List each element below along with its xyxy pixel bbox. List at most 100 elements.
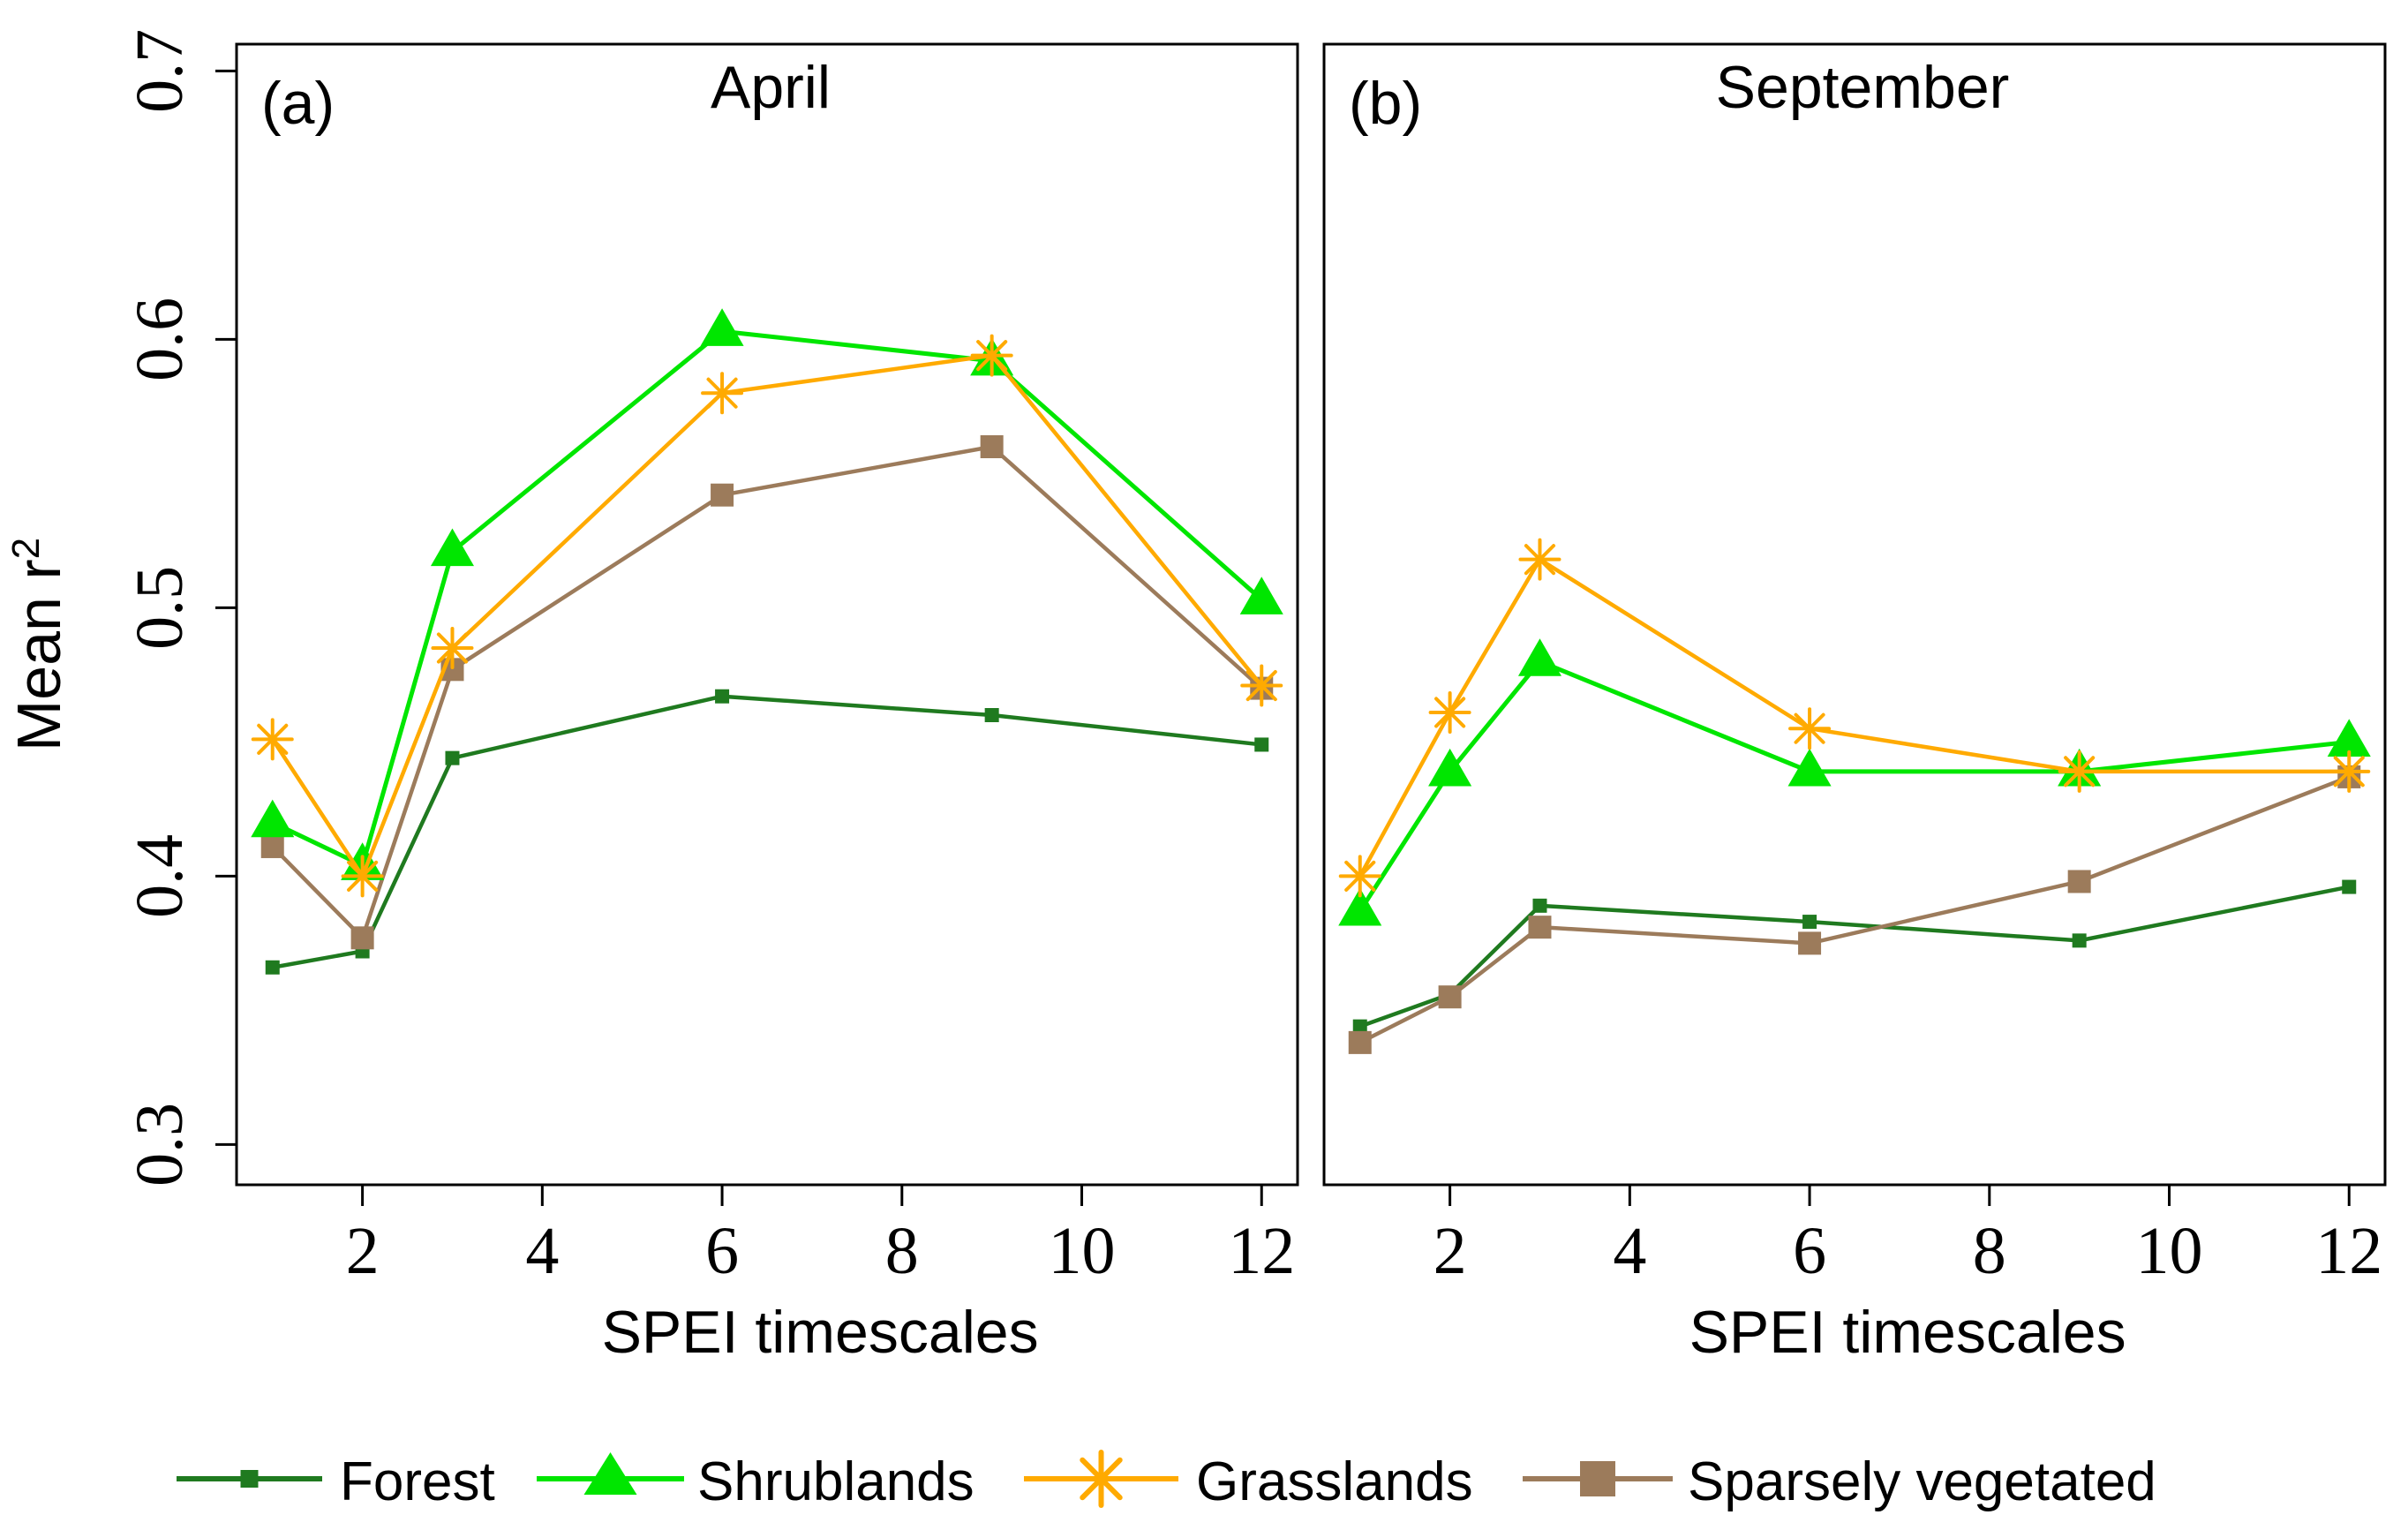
legend-item-forest: Forest: [177, 1451, 495, 1512]
x-tick-label: 2: [346, 1214, 380, 1288]
data-point-shrublands: [1517, 638, 1562, 676]
data-point-grasslands-stroke: [1524, 544, 1556, 576]
series-line-grasslands: [1358, 557, 2350, 878]
data-point-grasslands: [341, 855, 384, 898]
series-shrublands: [1338, 638, 2371, 926]
x-tick-label: 10: [2136, 1214, 2203, 1288]
series-grasslands: [251, 334, 1283, 898]
series-sparsely_vegetated: [260, 435, 1274, 950]
legend-label-forest: Forest: [340, 1451, 495, 1512]
data-point-grasslands-stroke: [1344, 860, 1376, 892]
data-point-sparsely_vegetated: [260, 834, 284, 858]
legend-marker-forest: [240, 1470, 259, 1488]
legend-marker-stroke: [1080, 1457, 1123, 1501]
data-point-shrublands: [251, 799, 295, 838]
series-line-forest: [1358, 885, 2350, 1029]
panel-title: April: [711, 54, 831, 121]
x-tick-label: 6: [1793, 1214, 1826, 1288]
series-line-shrublands: [271, 328, 1263, 868]
data-point-shrublands: [1787, 748, 1832, 787]
data-point-sparsely_vegetated: [2067, 870, 2091, 893]
panels-layer: 2 4 6 8 10 12 0.3 0.4 0.5 0.6 0.7 (a) April SPEI time…: [123, 29, 2387, 1366]
y-tick-label: 0.5: [123, 566, 197, 650]
series-line-grasslands: [270, 353, 1263, 878]
data-point-grasslands-stroke: [257, 723, 289, 755]
data-point-sparsely_vegetated: [980, 435, 1004, 458]
y-tick-label: 0.4: [123, 834, 197, 918]
series-grasslands: [1338, 538, 2371, 898]
legend-label-shrublands: Shrublands: [697, 1451, 974, 1512]
data-point-forest: [2072, 933, 2087, 948]
panel-label: (b): [1349, 70, 1422, 137]
data-point-grasslands-stroke: [1434, 697, 1466, 728]
data-point-grasslands: [2328, 750, 2371, 793]
x-tick-label: 12: [1228, 1214, 1295, 1288]
data-point-grasslands: [1338, 855, 1381, 898]
data-point-grasslands-stroke: [1245, 670, 1277, 702]
data-point-grasslands: [251, 718, 294, 761]
data-point-forest: [2342, 879, 2357, 894]
x-axis-label: SPEI timescales: [1689, 1299, 2126, 1366]
x-axis-label: SPEI timescales: [602, 1299, 1039, 1366]
legend: Forest Shrublands Grasslands Sparsely veget…: [177, 1450, 2156, 1512]
data-point-sparsely_vegetated: [1798, 931, 1822, 955]
legend-item-sparsely_vegetated: Sparsely vegetated: [1523, 1451, 2156, 1512]
chart-panel-b: 2 4 6 8 10 12 (b) September SPEI timescales: [1322, 42, 2387, 1366]
chart-panel-a: 2 4 6 8 10 12 0.3 0.4 0.5 0.6 0.7 (a) April SPEI time…: [123, 29, 1299, 1366]
series-line-sparsely_vegetated: [1358, 774, 2351, 1044]
plot-frame: [235, 42, 1299, 1187]
legend-marker-grasslands: [1072, 1450, 1131, 1508]
data-point-shrublands: [1338, 887, 1382, 926]
data-point-shrublands: [430, 528, 475, 567]
data-point-forest: [1802, 915, 1817, 930]
panel-title: September: [1716, 54, 2010, 121]
y-tick-label: 0.6: [123, 298, 197, 381]
data-point-grasslands: [701, 372, 744, 415]
data-point-forest: [445, 750, 460, 765]
x-tick-label: 2: [1434, 1214, 1467, 1288]
data-point-grasslands: [1240, 664, 1283, 707]
data-point-forest: [1352, 1019, 1367, 1034]
series-line-shrublands: [1358, 659, 2350, 913]
y-axis-label-superscript: 2: [4, 538, 48, 559]
x-tick-label: 4: [525, 1214, 559, 1288]
data-point-shrublands: [700, 308, 744, 346]
x-tick-label: 8: [1973, 1214, 2006, 1288]
legend-label-sparsely_vegetated: Sparsely vegetated: [1688, 1451, 2156, 1512]
data-point-grasslands-stroke: [976, 340, 1008, 372]
y-tick-label: 0.3: [123, 1103, 197, 1187]
data-point-grasslands-stroke: [2333, 756, 2365, 788]
data-point-grasslands-stroke: [1794, 712, 1825, 744]
data-point-grasslands-stroke: [347, 860, 379, 892]
data-point-grasslands: [431, 627, 474, 669]
x-tick-label: 8: [885, 1214, 919, 1288]
data-point-sparsely_vegetated: [350, 926, 374, 950]
legend-label-grasslands: Grasslands: [1196, 1451, 1473, 1512]
legend-item-grasslands: Grasslands: [1024, 1450, 1473, 1512]
data-point-forest: [1532, 898, 1547, 913]
data-point-grasslands: [1518, 538, 1561, 581]
series-line-forest: [272, 694, 1262, 969]
y-axis-label: Mean r2: [4, 538, 74, 751]
data-point-shrublands: [1239, 577, 1283, 614]
x-tick-label: 4: [1613, 1214, 1646, 1288]
y-axis-label-text: Mean r: [4, 559, 73, 751]
data-point-forest: [265, 960, 280, 975]
data-point-grasslands: [2058, 750, 2101, 793]
data-point-grasslands: [1788, 707, 1832, 750]
plot-frame: [1322, 42, 2387, 1187]
data-point-grasslands: [970, 334, 1013, 377]
legend-item-shrublands: Shrublands: [537, 1451, 974, 1512]
data-point-grasslands-stroke: [2064, 756, 2096, 788]
data-point-sparsely_vegetated: [711, 483, 734, 507]
data-point-shrublands: [1428, 748, 1472, 787]
y-tick-label: 0.7: [123, 29, 197, 113]
data-point-sparsely_vegetated: [1528, 916, 1552, 939]
data-point-grasslands-stroke: [436, 632, 469, 664]
data-point-grasslands-stroke: [706, 377, 738, 409]
data-point-grasslands: [1428, 690, 1471, 734]
panel-label: (a): [261, 70, 335, 137]
data-point-forest: [984, 708, 999, 722]
